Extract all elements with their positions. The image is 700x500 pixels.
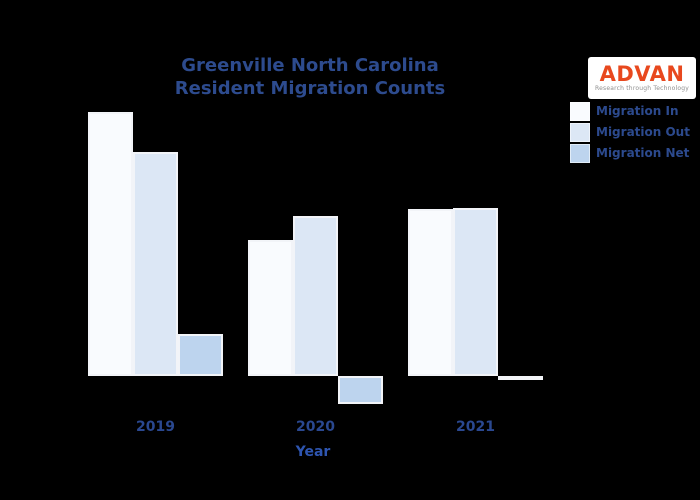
bar-migration-net-2019	[178, 334, 223, 376]
legend-item-migration-net: Migration Net	[570, 143, 690, 163]
x-tick-label: 2021	[456, 419, 495, 435]
chart-title-line2: Resident Migration Counts	[174, 78, 446, 99]
x-tick-label: 2020	[296, 419, 335, 435]
legend-swatch	[570, 122, 590, 142]
bar-migration-out-2020	[293, 216, 338, 376]
bar-migration-net-2020	[338, 376, 383, 404]
x-tick-label: 2019	[136, 419, 175, 435]
legend-item-migration-in: Migration In	[570, 101, 690, 121]
legend-swatch	[570, 143, 590, 163]
advan-logo: ADVAN Research through Technology	[588, 57, 696, 99]
bar-migration-out-2021	[453, 208, 498, 376]
x-axis-label: Year	[295, 444, 331, 460]
chart-legend: Migration In Migration Out Migration Net	[570, 101, 690, 164]
bar-migration-in-2020	[248, 240, 293, 376]
advan-logo-tagline: Research through Technology	[595, 85, 689, 92]
legend-swatch	[570, 101, 590, 121]
bar-migration-in-2019	[88, 112, 133, 376]
chart-title-line1: Greenville North Carolina	[181, 55, 439, 76]
legend-label: Migration In	[596, 104, 679, 118]
bar-migration-net-2021	[498, 376, 543, 380]
bar-migration-out-2019	[133, 152, 178, 376]
advan-logo-wordmark: ADVAN	[599, 62, 685, 86]
legend-item-migration-out: Migration Out	[570, 122, 690, 142]
chart-title: Greenville North Carolina Resident Migra…	[60, 54, 560, 100]
legend-label: Migration Net	[596, 146, 690, 160]
legend-label: Migration Out	[596, 125, 690, 139]
bar-migration-in-2021	[408, 209, 453, 376]
